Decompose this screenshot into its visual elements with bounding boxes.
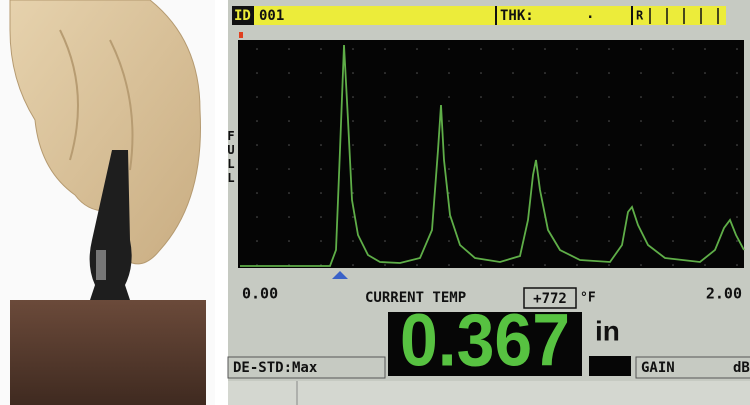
mode-box [227, 356, 386, 379]
thickness-reading: 0.367 [400, 299, 570, 382]
waveform [240, 44, 745, 267]
gauge-screen: ID 001 THK: . R FULL 0.00 2.00 CURRENT T… [224, 0, 750, 405]
gain-box [635, 356, 750, 379]
x-start: 0.00 [242, 285, 278, 303]
id-label: ID [234, 8, 251, 24]
bottom-strip [228, 381, 750, 405]
unit-block [589, 356, 631, 376]
temp-value: +772 [533, 291, 567, 307]
photo [0, 0, 215, 405]
thk-value: . [586, 6, 594, 22]
gain-label: GAIN [641, 360, 675, 376]
x-end: 2.00 [706, 285, 742, 303]
gain-unit: dB [733, 360, 750, 376]
reading-box [388, 312, 582, 376]
reading-unit: in [595, 315, 620, 346]
id-value: 001 [259, 8, 284, 24]
pipe [10, 300, 206, 405]
temp-label: CURRENT TEMP [365, 290, 466, 306]
gate-triangle [332, 271, 348, 279]
temp-unit: °F [580, 291, 596, 306]
a-scan-grid [238, 40, 744, 268]
gate-marker [239, 32, 243, 38]
flag: R [636, 9, 644, 23]
id-box [232, 6, 254, 25]
mode: DE-STD:Max [233, 360, 318, 376]
probe-highlight [96, 250, 106, 280]
top-bar [232, 6, 726, 25]
glove-seam [59, 29, 134, 171]
thk-label: THK: [500, 8, 534, 24]
temp-box [523, 287, 577, 309]
flag-boxes [649, 8, 719, 24]
amplitude-label: FULL [224, 129, 238, 185]
